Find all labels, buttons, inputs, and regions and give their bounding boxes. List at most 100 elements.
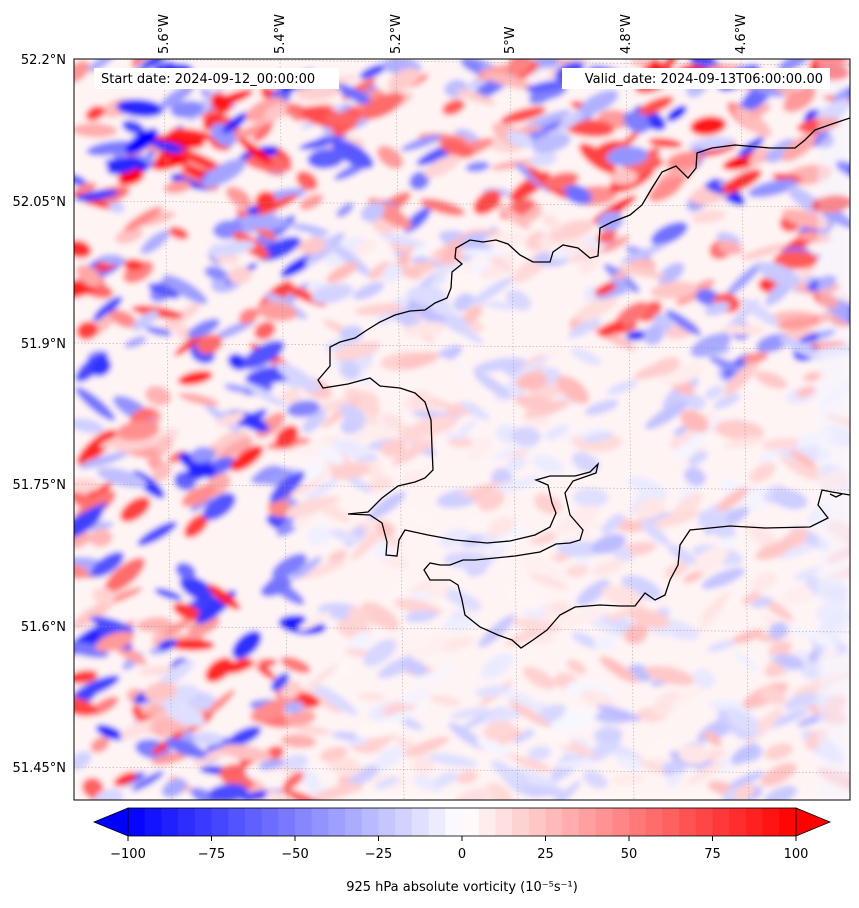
vorticity-blob bbox=[310, 283, 354, 304]
vorticity-blob bbox=[461, 305, 483, 326]
vorticity-blob bbox=[704, 385, 724, 400]
vorticity-blob bbox=[158, 84, 195, 110]
vorticity-blob bbox=[184, 513, 209, 538]
vorticity-blob bbox=[740, 297, 780, 327]
vorticity-blob bbox=[506, 59, 532, 76]
vorticity-blob bbox=[680, 409, 709, 433]
vorticity-blob bbox=[179, 150, 225, 173]
vorticity-blob bbox=[608, 168, 638, 185]
vorticity-blob bbox=[115, 227, 144, 244]
vorticity-blob bbox=[782, 132, 818, 162]
vorticity-blob bbox=[596, 704, 641, 722]
vorticity-blob bbox=[282, 771, 304, 791]
map-frame bbox=[73, 58, 851, 801]
vorticity-blob bbox=[119, 720, 152, 740]
vorticity-blob bbox=[629, 608, 670, 629]
vorticity-blob bbox=[645, 400, 689, 430]
colorbar-segment bbox=[745, 808, 763, 836]
vorticity-blob bbox=[623, 110, 651, 134]
colorbar-segment bbox=[128, 808, 146, 836]
vorticity-blob bbox=[511, 617, 562, 633]
vorticity-blob bbox=[399, 265, 422, 280]
vorticity-blob bbox=[484, 72, 535, 90]
vorticity-blob bbox=[442, 617, 479, 631]
vorticity-blob bbox=[671, 683, 707, 709]
vorticity-blob bbox=[735, 107, 772, 138]
coastline bbox=[317, 117, 850, 649]
vorticity-blob bbox=[149, 717, 187, 736]
vorticity-blob bbox=[566, 659, 587, 675]
colorbar-segment bbox=[161, 808, 179, 836]
vorticity-blob bbox=[713, 393, 741, 410]
vorticity-blob bbox=[280, 734, 317, 749]
vorticity-blob bbox=[692, 668, 716, 689]
vorticity-blob bbox=[477, 489, 505, 512]
vorticity-blob bbox=[760, 687, 787, 705]
colorbar-segment bbox=[779, 808, 797, 836]
vorticity-blob bbox=[666, 772, 683, 789]
vorticity-blob bbox=[381, 263, 403, 283]
vorticity-blob bbox=[717, 240, 743, 255]
vorticity-blob bbox=[254, 321, 276, 340]
vorticity-blob bbox=[595, 727, 623, 744]
vorticity-blob bbox=[472, 357, 520, 373]
colorbar-segment bbox=[645, 808, 663, 836]
vorticity-blob bbox=[245, 97, 286, 123]
vorticity-blob bbox=[765, 138, 797, 164]
vorticity-blob bbox=[576, 579, 611, 606]
vorticity-blob bbox=[465, 161, 490, 173]
vorticity-blob bbox=[597, 320, 624, 338]
colorbar-tick-label: 100 bbox=[784, 847, 809, 862]
vorticity-blob bbox=[488, 708, 525, 721]
vorticity-blob bbox=[684, 467, 706, 486]
vorticity-blob bbox=[510, 767, 559, 790]
colorbar-segment bbox=[762, 808, 780, 836]
longitude-gridline bbox=[509, 59, 519, 800]
vorticity-blob bbox=[706, 640, 736, 652]
vorticity-blob bbox=[226, 726, 262, 747]
vorticity-blob bbox=[722, 169, 762, 194]
vorticity-blob bbox=[326, 262, 358, 284]
colorbar-segment bbox=[595, 808, 613, 836]
vorticity-blob bbox=[359, 63, 387, 80]
vorticity-blob bbox=[444, 270, 495, 294]
colorbar-tick-label: 0 bbox=[458, 847, 466, 862]
valid-date-label: Valid_date: 2024-09-13T06:00:00.00 bbox=[585, 72, 823, 87]
vorticity-blob bbox=[648, 175, 684, 202]
vorticity-blob bbox=[129, 407, 155, 425]
vorticity-blob bbox=[541, 424, 570, 442]
vorticity-blob bbox=[74, 240, 92, 259]
vorticity-blob bbox=[379, 233, 425, 248]
vorticity-blob bbox=[467, 516, 495, 533]
vorticity-blob bbox=[204, 265, 227, 280]
vorticity-blob bbox=[260, 577, 292, 597]
vorticity-blob bbox=[675, 278, 715, 306]
vorticity-blob bbox=[317, 446, 345, 465]
vorticity-blob bbox=[90, 736, 110, 753]
colorbar-segment bbox=[428, 808, 446, 836]
vorticity-blob bbox=[241, 340, 285, 370]
vorticity-blob bbox=[363, 638, 397, 667]
vorticity-blob bbox=[368, 261, 392, 280]
vorticity-blob bbox=[793, 567, 822, 581]
vorticity-blob bbox=[353, 427, 398, 439]
vorticity-blob bbox=[89, 528, 113, 548]
colorbar-segment bbox=[378, 808, 396, 836]
vorticity-blob bbox=[742, 352, 769, 364]
vorticity-blob bbox=[280, 388, 303, 404]
vorticity-blob bbox=[773, 250, 818, 270]
vorticity-blob bbox=[296, 170, 318, 191]
vorticity-blob bbox=[106, 155, 142, 175]
vorticity-blob bbox=[611, 772, 646, 786]
vorticity-blob bbox=[483, 720, 516, 741]
lon-tick-5.2W: 5.2°W bbox=[389, 14, 404, 54]
vorticity-blob bbox=[375, 776, 399, 790]
vorticity-blob bbox=[755, 541, 791, 561]
vorticity-blob bbox=[627, 476, 669, 500]
vorticity-blob bbox=[95, 631, 135, 652]
vorticity-blob bbox=[460, 400, 490, 421]
lon-tick-4.8W: 4.8°W bbox=[619, 14, 634, 54]
vorticity-blob bbox=[532, 454, 565, 474]
vorticity-blob bbox=[120, 496, 151, 523]
vorticity-blob bbox=[768, 640, 793, 658]
